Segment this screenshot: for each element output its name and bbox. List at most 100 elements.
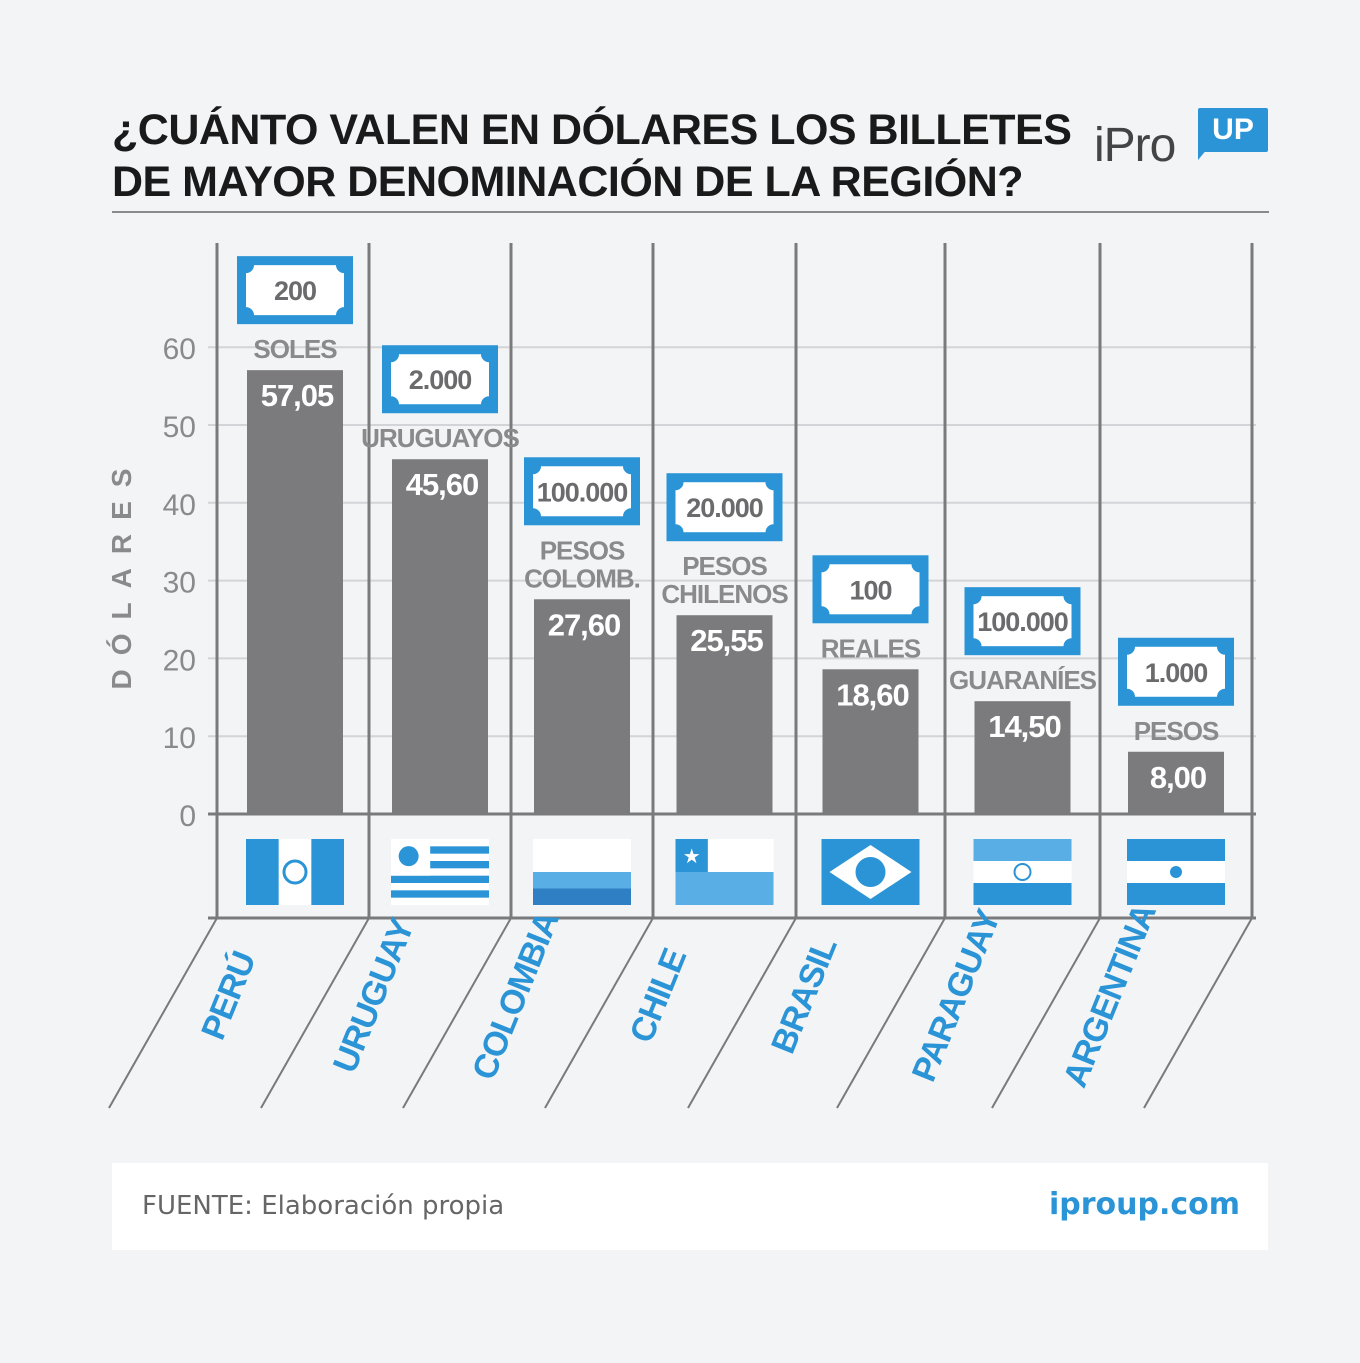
flag-part xyxy=(391,846,489,854)
flag-emblem xyxy=(282,859,308,885)
flag-globe xyxy=(855,857,886,887)
banknote-corner xyxy=(336,257,352,274)
flag-star: ★ xyxy=(683,846,701,868)
flag-part xyxy=(1127,839,1225,861)
banknote-corner xyxy=(525,458,541,475)
flag-sun xyxy=(1170,866,1182,878)
chile-flag-icon: ★ xyxy=(675,839,774,905)
country-name: URUGUAY xyxy=(326,913,422,1078)
bar xyxy=(247,370,343,814)
banknote-corner xyxy=(1063,588,1080,605)
banknote-corner xyxy=(911,556,928,573)
banknote-value: 100.000 xyxy=(537,477,628,507)
banknote-value: 200 xyxy=(274,276,316,306)
chart-title-line-2: DE MAYOR DENOMINACIÓN DE LA REGIÓN? xyxy=(112,158,1024,206)
currency-label: REALES xyxy=(821,633,921,663)
bar-value-label: 27,60 xyxy=(548,607,621,642)
bar-value-label: 18,60 xyxy=(836,677,909,712)
slanted-divider xyxy=(108,917,218,1109)
y-axis-label-text: DÓLARES xyxy=(106,455,137,690)
banknote-corner xyxy=(965,638,982,655)
banknote-corner xyxy=(1217,688,1233,705)
banknote-face xyxy=(246,265,344,316)
banknote-corner xyxy=(336,307,352,324)
currency-label: COLOMB. xyxy=(524,563,640,593)
logo-badge: UP xyxy=(1198,108,1268,152)
flag-part xyxy=(973,883,1072,905)
flag-part xyxy=(391,890,489,898)
banknote-corner xyxy=(813,556,830,573)
banknote-corner xyxy=(481,396,497,413)
banknote-icon: 1.000 xyxy=(1118,637,1234,706)
slanted-divider xyxy=(402,917,512,1109)
bar xyxy=(676,615,773,814)
x-tick-label: ARGENTINA xyxy=(1056,899,1164,1093)
slanted-divider xyxy=(1143,917,1253,1109)
flag-part xyxy=(973,839,1072,861)
site-link[interactable]: iproup.com xyxy=(1048,1187,1240,1222)
colombia-flag-icon xyxy=(533,839,631,905)
banknote-corner xyxy=(667,524,684,541)
banknote-corner xyxy=(1119,638,1135,655)
logo-wordmark: iPro xyxy=(1094,119,1176,172)
banknote-corner xyxy=(623,458,639,475)
banknote-corner xyxy=(965,588,982,605)
bar-value-label: 25,55 xyxy=(690,623,763,658)
flag-part xyxy=(1127,883,1225,905)
country-name: CHILE xyxy=(623,943,695,1047)
title-divider xyxy=(112,211,1269,213)
bar-value-label: 8,00 xyxy=(1150,760,1206,795)
y-tick-label: 40 xyxy=(163,489,196,522)
banknote-face xyxy=(391,354,489,405)
bar xyxy=(534,599,630,814)
source-note: FUENTE: Elaboración propia xyxy=(142,1191,505,1221)
banknote-corner xyxy=(765,474,782,491)
banknote-face xyxy=(675,482,774,533)
flag-part xyxy=(246,839,279,905)
banknote-icon: 100 xyxy=(812,555,929,624)
bar xyxy=(974,701,1071,814)
banknote-icon: 100.000 xyxy=(964,587,1081,656)
banknote-face xyxy=(533,466,631,517)
flag-part xyxy=(391,875,489,883)
chart-title: ¿CUÁNTO VALEN EN DÓLARES LOS BILLETES DE… xyxy=(112,104,1072,208)
slanted-divider xyxy=(836,917,946,1109)
banknote-corner xyxy=(1119,688,1135,705)
logo-badge-tail xyxy=(1198,148,1208,160)
banknote-face xyxy=(1127,646,1225,697)
banknote-face xyxy=(973,596,1072,647)
footer: FUENTE: Elaboración propia iproup.com xyxy=(112,1163,1268,1250)
currency-label: PESOS xyxy=(540,535,625,565)
currency-label: SOLES xyxy=(253,334,337,364)
banknote-icon: 2.000 xyxy=(382,345,498,414)
country-name: ARGENTINA xyxy=(1056,899,1164,1093)
flag-seal xyxy=(1013,863,1032,881)
banknote-face xyxy=(821,564,920,615)
country-name: COLOMBIA xyxy=(465,906,567,1085)
flag-part xyxy=(311,839,344,905)
banknote-value: 1.000 xyxy=(1145,658,1208,688)
argentina-flag-icon xyxy=(1127,839,1225,905)
country-name: PARAGUAY xyxy=(905,904,1009,1087)
x-tick-label: URUGUAY xyxy=(326,913,422,1078)
flag-part xyxy=(391,861,489,869)
paraguay-flag-icon xyxy=(973,839,1072,905)
y-tick-label: 60 xyxy=(163,333,196,366)
x-tick-label: COLOMBIA xyxy=(465,906,567,1085)
y-tick-label: 30 xyxy=(163,567,196,600)
banknote-value: 100.000 xyxy=(977,607,1068,637)
peru-flag-icon xyxy=(246,839,344,905)
bar xyxy=(822,669,919,814)
currency-label: PESOS xyxy=(1134,716,1219,746)
banknote-corner xyxy=(911,606,928,623)
brazil-flag-icon xyxy=(821,839,920,905)
y-tick-label: 0 xyxy=(179,800,196,833)
currency-label: GUARANÍES xyxy=(949,665,1097,695)
bar-value-label: 45,60 xyxy=(406,467,479,502)
banknote-value: 2.000 xyxy=(409,365,472,395)
y-tick-label: 50 xyxy=(163,411,196,444)
banknote-icon: 200 xyxy=(237,256,353,325)
banknote-corner xyxy=(1063,638,1080,655)
y-tick-label: 20 xyxy=(163,644,196,677)
banknote-corner xyxy=(238,307,254,324)
